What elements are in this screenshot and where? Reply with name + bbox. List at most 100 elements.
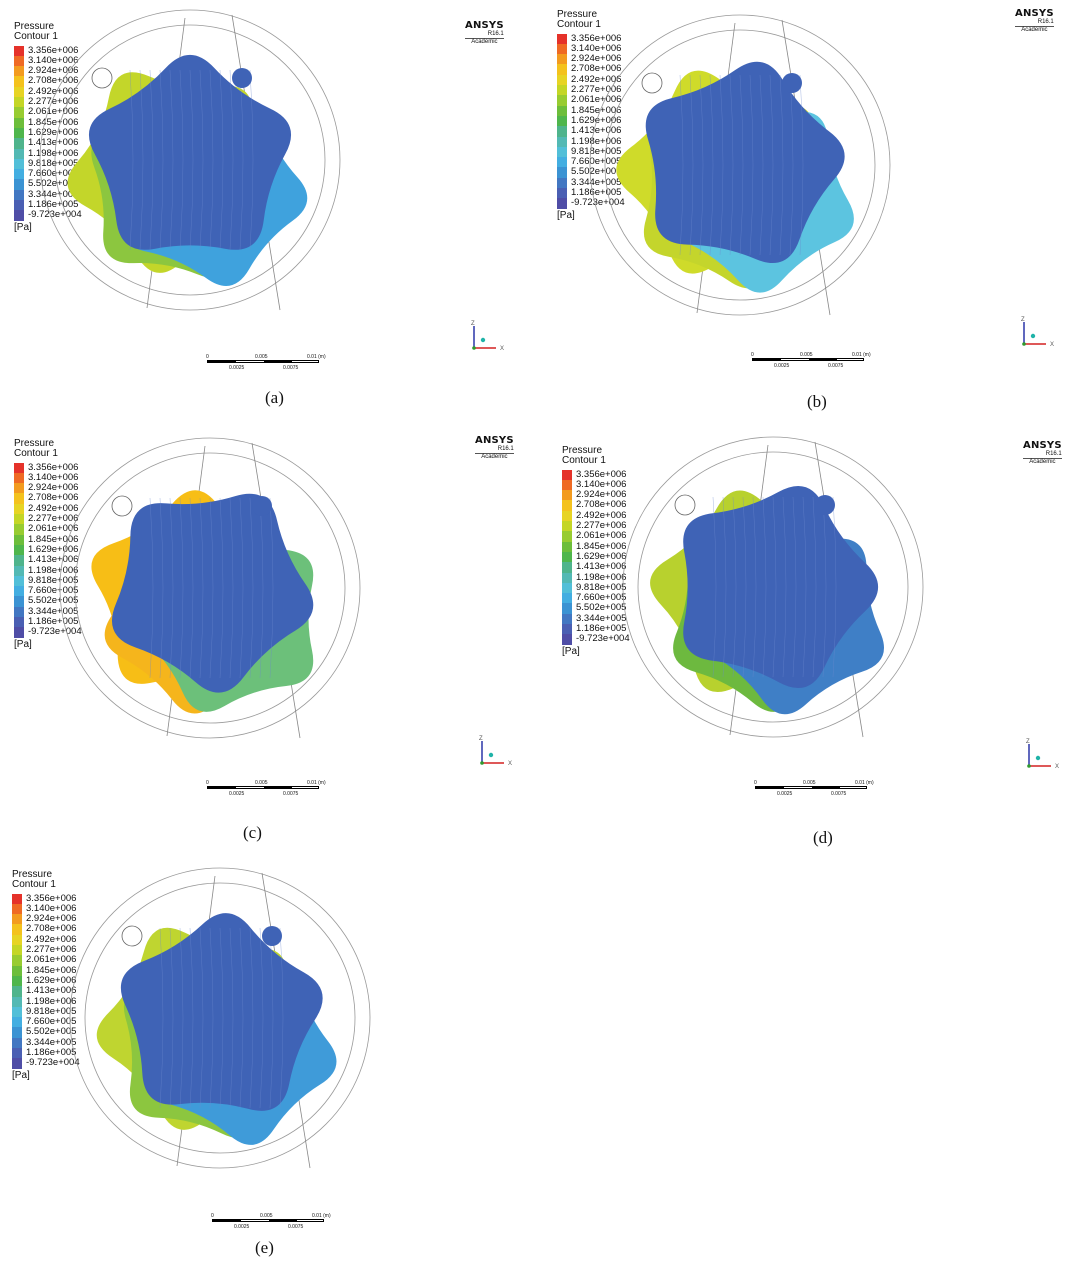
rotor-body [88, 54, 292, 250]
flow-streamline [139, 69, 144, 251]
legend-swatch [557, 115, 567, 127]
panel-caption: (b) [807, 392, 827, 411]
legend-swatch [562, 603, 572, 614]
flow-streamline [802, 496, 807, 678]
legend-swatch [557, 188, 567, 199]
panel-d: Pressure Contour 1 3.356e+006 3.140e+006 2.9… [548, 432, 1070, 862]
axis-x-label: X [508, 761, 512, 767]
flow-streamline [199, 69, 204, 251]
legend-swatch [562, 510, 572, 522]
legend-value: 1.413e+006 [28, 137, 79, 149]
legend-swatch [557, 198, 567, 209]
flow-streamline [249, 497, 254, 679]
legend-swatch [12, 1017, 22, 1028]
legend-row: 5.502e+005 [14, 596, 82, 607]
legend-unit: [Pa] [14, 638, 32, 650]
legend-swatch [12, 924, 22, 935]
flow-streamline [229, 497, 234, 679]
legend-row: 1.186e+005 [557, 187, 625, 199]
ansys-version: R16.1 [1045, 451, 1062, 457]
legend-row: 3.356e+006 [14, 45, 82, 56]
axis-x-label: X [500, 346, 504, 352]
legend-swatch [557, 126, 567, 137]
legend-value: 1.845e+006 [28, 533, 79, 545]
legend-value: -9.723e+004 [571, 197, 625, 209]
legend-swatch [14, 158, 24, 170]
legend-row: 1.845e+006 [12, 965, 80, 976]
legend-row: 9.818e+005 [12, 1006, 80, 1018]
scale-label-0025: 0.0025 [234, 1224, 250, 1230]
legend-row: -9.723e+004 [12, 1057, 80, 1069]
legend-swatch [12, 893, 22, 904]
scale-seg [753, 359, 781, 361]
legend-swatch [12, 1048, 22, 1059]
legend-value: 1.198e+006 [571, 135, 622, 147]
ansys-name: ANSYS [475, 435, 514, 446]
legend-swatch [12, 975, 22, 987]
housing-inner-circle [74, 452, 346, 724]
flow-streamline [762, 496, 767, 678]
legend-row: 1.198e+006 [562, 572, 630, 583]
flow-streamline [709, 74, 714, 256]
legend-swatch [14, 493, 24, 504]
legend-value: 9.818e+005 [28, 157, 79, 169]
legend-value: 5.502e+005 [26, 1026, 77, 1038]
legend-unit: [Pa] [557, 209, 575, 221]
rotor-body [645, 61, 845, 264]
flow-streamline [732, 496, 737, 678]
legend-row: 3.344e+005 [557, 176, 625, 189]
legend-value: 2.277e+006 [26, 944, 77, 956]
legend-row: 3.344e+005 [14, 189, 82, 201]
legend-row: 3.140e+006 [557, 43, 625, 55]
inlet-port [121, 925, 143, 947]
flow-streamline [209, 927, 214, 1109]
legend-value: -9.723e+004 [26, 1057, 80, 1069]
legend-value: 3.344e+005 [571, 176, 622, 188]
legend-swatch [14, 148, 24, 159]
legend-row: 2.924e+006 [14, 65, 82, 77]
flow-streamline [259, 927, 264, 1109]
legend-row: 2.708e+006 [14, 493, 82, 504]
legend-unit: [Pa] [14, 221, 32, 233]
legend-value: 2.492e+006 [576, 509, 627, 521]
axis-x-label: X [1050, 342, 1054, 348]
legend-swatch [557, 157, 567, 168]
legend-value: 2.708e+006 [571, 63, 622, 75]
pressure-legend: Pressure Contour 1 3.356e+006 3.140e+006 2.9… [14, 438, 82, 650]
legend-value: 1.629e+006 [26, 974, 77, 986]
scale-seg [208, 361, 236, 363]
flow-streamline [209, 69, 214, 251]
legend-unit: [Pa] [12, 1069, 30, 1081]
legend-row: 2.061e+006 [557, 95, 625, 106]
legend-swatch [557, 167, 567, 178]
flow-streamline [789, 74, 794, 256]
flow-streamline [269, 927, 274, 1109]
legend-value: 2.277e+006 [28, 96, 79, 108]
legend-row: -9.723e+004 [14, 210, 82, 221]
legend-value: 2.708e+006 [28, 75, 79, 87]
flow-streamline [759, 74, 764, 256]
flow-streamline [689, 74, 694, 256]
housing-inner-circle [604, 29, 876, 301]
scale-label-0: 0 [206, 354, 209, 360]
legend-row: 1.186e+005 [14, 616, 82, 628]
legend-swatch [562, 624, 572, 635]
legend-value: 1.413e+006 [571, 125, 622, 137]
legend-swatch [12, 1058, 22, 1069]
legend-value: 2.492e+006 [571, 73, 622, 85]
legend-value: 5.502e+005 [576, 602, 627, 614]
scale-bar: 0 0.005 0.01 (m) 0.0025 0.0075 [754, 780, 874, 798]
legend-swatch [14, 138, 24, 149]
legend-value: 1.186e+005 [576, 623, 627, 635]
legend-subtitle: Contour 1 [562, 455, 606, 467]
flow-streamline [792, 496, 797, 678]
legend-value: 7.660e+005 [571, 156, 622, 168]
legend-swatch [12, 1006, 22, 1018]
legend-row: 2.924e+006 [557, 53, 625, 65]
legend-swatch [562, 479, 572, 491]
legend-value: 2.708e+006 [26, 923, 77, 935]
legend-swatch [562, 582, 572, 594]
flow-streamline [229, 927, 234, 1109]
legend-row: 3.140e+006 [14, 472, 82, 484]
legend-swatch [14, 544, 24, 556]
